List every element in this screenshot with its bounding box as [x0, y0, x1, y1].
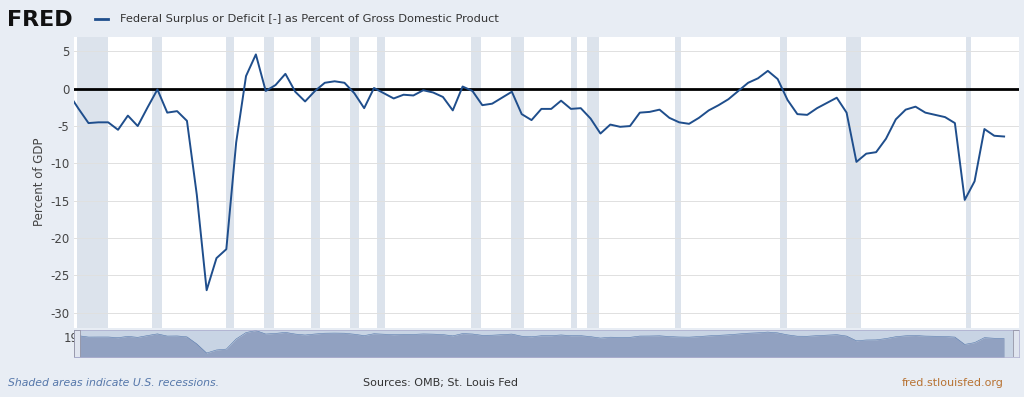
Text: fred.stlouisfed.org: fred.stlouisfed.org	[902, 378, 1004, 388]
Text: FRED: FRED	[7, 10, 73, 30]
Text: Sources: OMB; St. Louis Fed: Sources: OMB; St. Louis Fed	[362, 378, 518, 388]
Bar	[846, 37, 861, 328]
Bar	[377, 37, 385, 328]
Bar	[675, 37, 681, 328]
Y-axis label: Percent of GDP: Percent of GDP	[33, 138, 46, 226]
Bar	[264, 37, 273, 328]
Bar	[511, 37, 523, 328]
Bar	[779, 37, 786, 328]
Text: Federal Surplus or Deficit [-] as Percent of Gross Domestic Product: Federal Surplus or Deficit [-] as Percen…	[120, 14, 499, 24]
Bar	[77, 37, 109, 328]
Bar	[74, 330, 80, 357]
Bar	[152, 37, 163, 328]
Bar	[587, 37, 599, 328]
Text: Shaded areas indicate U.S. recessions.: Shaded areas indicate U.S. recessions.	[8, 378, 219, 388]
Bar	[571, 37, 577, 328]
Bar	[311, 37, 319, 328]
Bar	[226, 37, 234, 328]
Bar	[966, 37, 971, 328]
Bar	[350, 37, 359, 328]
Bar	[471, 37, 481, 328]
Bar	[1013, 330, 1019, 357]
